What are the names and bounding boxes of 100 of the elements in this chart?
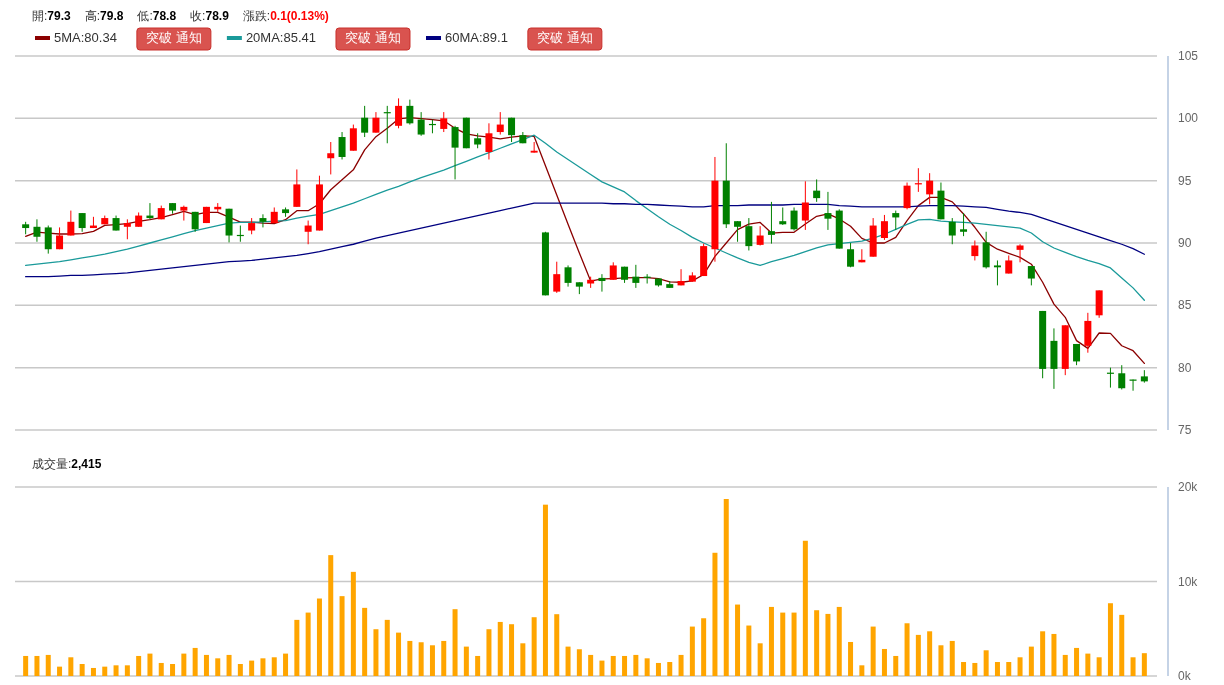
bar — [452, 609, 458, 676]
candlestick — [406, 99, 414, 126]
y-tick-label: 105 — [1178, 49, 1199, 63]
line-series — [25, 134, 1145, 301]
bar — [497, 621, 503, 676]
bar — [1096, 657, 1102, 676]
y-tick-label: 75 — [1178, 423, 1192, 437]
bar — [1006, 662, 1012, 676]
candlestick — [1005, 254, 1013, 275]
bar — [23, 655, 29, 676]
candlestick — [598, 273, 606, 293]
bar — [181, 653, 187, 676]
y-tick-label: 20k — [1178, 480, 1199, 494]
bar — [927, 631, 933, 676]
candlestick — [361, 105, 369, 138]
candlestick — [892, 210, 900, 231]
bar — [429, 645, 435, 676]
bar — [124, 665, 130, 676]
bar — [825, 613, 831, 676]
bar — [475, 655, 481, 676]
bar — [994, 662, 1000, 676]
candlestick — [632, 264, 640, 289]
bar — [407, 640, 413, 676]
candlestick — [767, 201, 775, 245]
bar — [1085, 653, 1091, 676]
y-tick-label: 100 — [1178, 111, 1199, 126]
candlestick — [67, 210, 75, 237]
bar — [203, 654, 209, 676]
bar — [373, 629, 379, 676]
candlestick — [372, 111, 380, 134]
bar — [486, 629, 492, 676]
bar — [701, 618, 707, 676]
bar — [915, 634, 921, 676]
button: 突破 通知 — [335, 27, 411, 51]
bar — [780, 612, 786, 676]
bar — [113, 665, 119, 676]
bar — [215, 658, 221, 676]
bar — [34, 655, 40, 676]
candlestick — [677, 268, 685, 286]
bar — [158, 662, 164, 676]
bar — [576, 649, 582, 676]
bar — [610, 655, 616, 676]
text: 低:78.8 — [137, 9, 177, 23]
y-tick-label: 95 — [1178, 173, 1192, 188]
bar — [170, 664, 176, 676]
bar — [147, 653, 153, 676]
bar — [678, 654, 684, 676]
candlestick — [259, 213, 267, 228]
candlestick — [338, 131, 346, 160]
bar — [554, 614, 560, 676]
bar — [328, 555, 334, 676]
legend-label: 20MA:85.41 — [245, 30, 316, 45]
bar — [79, 664, 85, 676]
candlestick — [1027, 265, 1035, 286]
button: 突破 通知 — [527, 27, 603, 51]
bar — [791, 612, 797, 676]
bar — [249, 660, 255, 676]
candlestick — [440, 111, 448, 133]
bar — [1119, 614, 1125, 676]
bar — [904, 623, 910, 676]
bar — [802, 540, 808, 676]
bar — [689, 626, 695, 676]
bar — [68, 657, 74, 676]
candlestick — [734, 220, 742, 243]
bar — [350, 571, 356, 676]
bar — [57, 666, 63, 676]
bar — [102, 666, 108, 676]
bar — [1040, 631, 1046, 676]
y-tick-label: 85 — [1178, 298, 1192, 313]
candlestick — [451, 125, 459, 180]
bar — [712, 552, 718, 676]
bar — [305, 612, 311, 676]
candlestick — [880, 214, 888, 241]
button: 突破 通知 — [136, 27, 212, 51]
bar — [757, 643, 763, 676]
bar — [271, 657, 277, 676]
y-tick-label: 10k — [1178, 574, 1199, 589]
bar — [949, 640, 955, 676]
y-tick-label: 0k — [1178, 669, 1192, 683]
bar — [1051, 633, 1057, 676]
text: 開:79.3 — [32, 9, 72, 23]
bar — [746, 625, 752, 676]
bar — [644, 658, 650, 676]
bar — [339, 596, 345, 676]
bar — [836, 606, 842, 676]
candlestick — [33, 218, 41, 243]
candlestick — [847, 242, 855, 268]
candlestick — [180, 205, 188, 222]
candlestick — [417, 111, 425, 137]
bar — [531, 617, 537, 676]
bar — [588, 654, 594, 676]
candlestick — [123, 218, 131, 240]
bar — [870, 626, 876, 676]
bar — [1062, 654, 1068, 676]
bar — [90, 667, 96, 676]
candlestick — [349, 124, 357, 152]
candlestick — [78, 212, 86, 233]
bar — [237, 664, 243, 676]
bar — [509, 624, 515, 676]
bar — [1017, 657, 1023, 676]
